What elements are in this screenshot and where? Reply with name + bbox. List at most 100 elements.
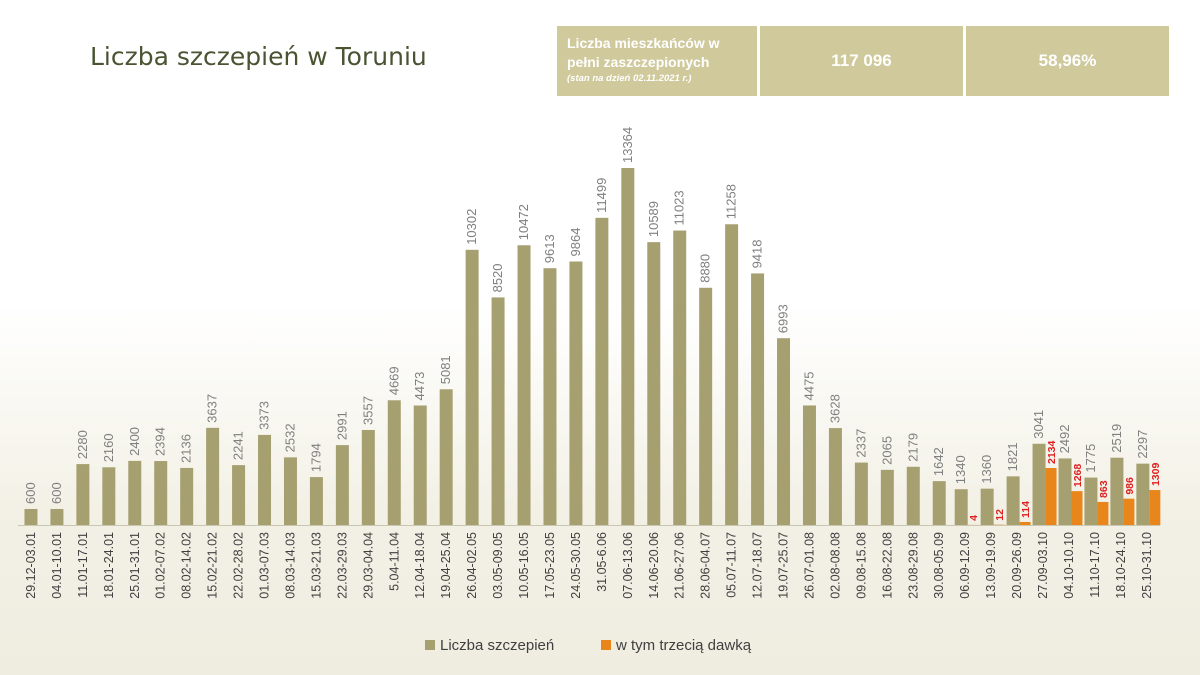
bar-third-dose-label: 114 — [1020, 501, 1032, 518]
x-tick-label: 03.05-09.05 — [491, 532, 505, 599]
bar-total — [180, 467, 194, 525]
bar-total-label: 1642 — [931, 447, 946, 476]
bar-total — [413, 405, 427, 525]
bar-total-label: 9418 — [750, 239, 765, 268]
bar-total — [932, 481, 946, 525]
x-tick-label: 26.04-02.05 — [465, 532, 479, 599]
x-tick-label: 01.03-07.03 — [258, 532, 272, 599]
bar-total — [980, 488, 994, 525]
bar-third-dose-label: 2134 — [1046, 440, 1058, 464]
bar-total — [283, 457, 297, 525]
x-tick-label: 29.03-04.04 — [361, 532, 375, 599]
x-tick-label: 02.08-08.08 — [828, 532, 842, 599]
bar-total — [465, 249, 479, 525]
bar-total-label: 8880 — [698, 254, 713, 283]
x-tick-label: 5.04-11.04 — [387, 532, 401, 591]
bar-third-dose — [1071, 491, 1083, 525]
bar-total — [673, 230, 687, 525]
bar-total — [154, 461, 168, 525]
bar-total-label: 9864 — [568, 228, 583, 257]
x-tick-label: 06.09-12.09 — [958, 532, 972, 599]
x-tick-label: 16.08-22.08 — [880, 532, 894, 599]
x-tick-label: 05.07-11.07 — [725, 532, 739, 598]
x-tick-label: 11.01-17.01 — [76, 532, 90, 598]
x-tick-label: 09.08-15.08 — [854, 532, 868, 599]
bar-total — [854, 462, 868, 525]
bar-total — [439, 389, 453, 525]
x-tick-label: 08.03-14.03 — [283, 532, 297, 599]
x-tick-label: 27.09-03.10 — [1036, 532, 1050, 599]
legend-swatch-total — [425, 640, 435, 650]
x-tick-label: 01.02-07.02 — [154, 532, 168, 599]
bar-total-label: 2065 — [879, 436, 894, 465]
bar-total — [802, 405, 816, 525]
bar-third-dose-label: 12 — [994, 509, 1006, 521]
bar-total-label: 3628 — [827, 394, 842, 423]
x-tick-label: 15.02-21.02 — [206, 532, 220, 599]
bar-total-label: 4475 — [801, 372, 816, 401]
bar-total-label: 3637 — [205, 394, 220, 423]
bar-total-label: 2297 — [1135, 430, 1150, 459]
x-tick-label: 13.09-19.09 — [984, 532, 998, 599]
x-tick-label: 19.04-25.04 — [439, 532, 453, 599]
x-tick-label: 29.12-03.01 — [24, 532, 38, 599]
bar-total — [361, 429, 375, 525]
bar-total-label: 2492 — [1057, 425, 1072, 454]
bar-total — [621, 168, 635, 525]
bar-total-label: 600 — [49, 482, 64, 504]
bar-total-label: 4669 — [386, 366, 401, 395]
bar-total — [206, 427, 220, 525]
x-tick-label: 20.09-26.09 — [1010, 532, 1024, 599]
bar-total-label: 9613 — [542, 234, 557, 263]
x-tick-label: 25.01-31.01 — [128, 532, 142, 599]
bar-total-label: 4473 — [412, 372, 427, 401]
x-tick-label: 30.08-05.09 — [932, 532, 946, 599]
bar-total — [569, 261, 583, 525]
bar-third-dose — [1097, 501, 1109, 525]
bar-total-label: 1794 — [308, 443, 323, 472]
x-tick-label: 22.03-29.03 — [335, 532, 349, 599]
x-tick-label: 14.06-20.06 — [647, 532, 661, 599]
x-tick-label: 04.10-10.10 — [1062, 532, 1076, 599]
x-tick-label: 18.10-24.10 — [1114, 532, 1128, 599]
bar-total — [232, 465, 246, 525]
bar-total-label: 2179 — [905, 433, 920, 462]
bar-total — [335, 445, 349, 525]
x-tick-label: 17.05-23.05 — [543, 532, 557, 599]
x-tick-label: 12.07-18.07 — [751, 532, 765, 599]
bar-total — [647, 242, 661, 525]
x-tick-label: 21.06-27.06 — [673, 532, 687, 599]
bar-total — [954, 489, 968, 525]
bar-total-label: 10589 — [646, 201, 661, 237]
summary-label: Liczba mieszkańców w pełni zaszczepionyc… — [567, 35, 720, 70]
x-tick-label: 10.05-16.05 — [517, 532, 531, 599]
bar-third-dose-label: 986 — [1124, 477, 1136, 495]
x-tick-label: 22.02-28.02 — [232, 532, 246, 599]
bar-total — [1032, 443, 1046, 525]
bar-total — [258, 434, 272, 525]
bar-total-label: 10472 — [516, 204, 531, 240]
bar-total-label: 1775 — [1083, 444, 1098, 473]
bar-third-dose-label: 863 — [1098, 480, 1110, 498]
x-tick-label: 07.06-13.06 — [621, 532, 635, 599]
bar-total — [128, 460, 142, 525]
bar-total — [517, 245, 531, 525]
bar-total-label: 10302 — [464, 209, 479, 245]
bar-total-label: 11499 — [594, 178, 609, 213]
bar-total — [50, 508, 64, 525]
bar-total — [595, 217, 609, 525]
bar-total-label: 8520 — [490, 263, 505, 292]
legend-label-total: Liczba szczepień — [440, 637, 554, 654]
bar-total — [751, 273, 765, 525]
fully-vaccinated-count: 117 096 — [760, 26, 963, 96]
bar-total-label: 2241 — [231, 431, 246, 460]
bar-total-label: 2991 — [334, 411, 349, 440]
summary-date-note: (stan na dzień 02.11.2021 r.) — [567, 73, 692, 84]
chart-title: Liczba szczepień w Toruniu — [90, 42, 427, 71]
bar-total — [906, 466, 920, 525]
bar-total — [1084, 477, 1098, 525]
bar-third-dose — [1149, 490, 1161, 525]
bar-total-label: 6993 — [776, 304, 791, 333]
bar-third-dose-label: 4 — [968, 515, 980, 521]
